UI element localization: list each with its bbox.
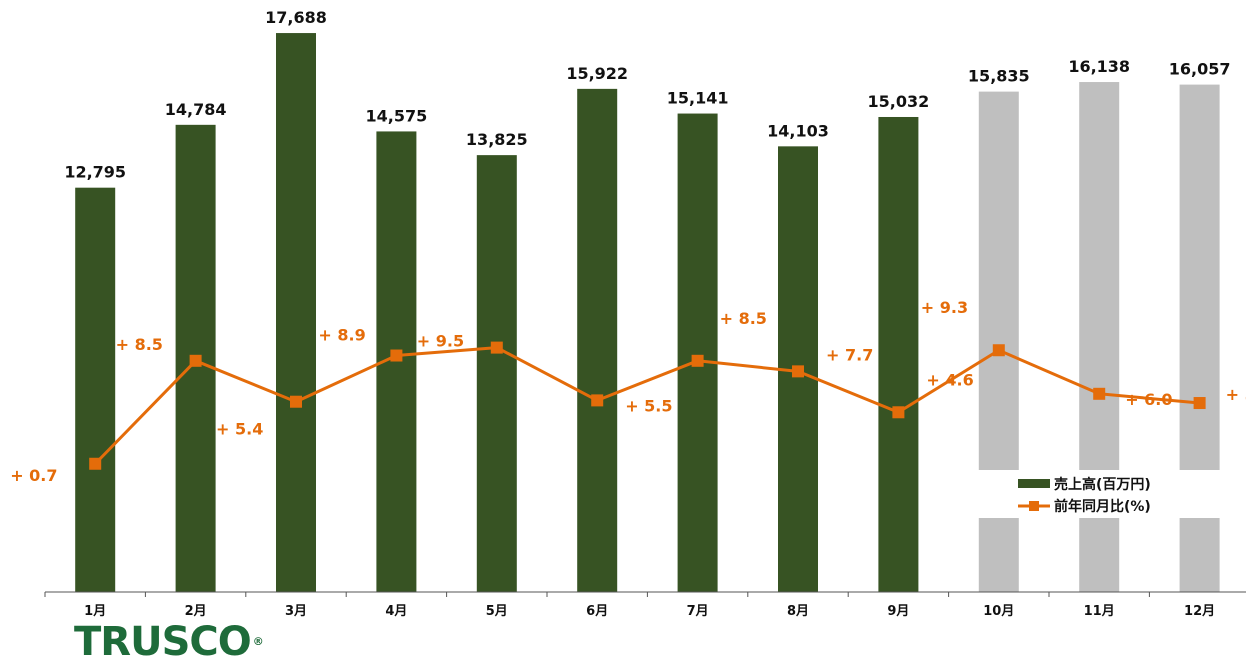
yoy-marker-5 [491,342,503,354]
bar-7 [678,114,718,592]
bar-value-labels: 12,795 14,784 17,688 14,575 13,825 15,922 15,1… [64,8,1230,182]
yoy-marker-11 [1093,388,1105,400]
yoy-value-label-11: + 6.0 [1125,390,1172,409]
bar-value-label-4: 14,575 [366,106,428,125]
yoy-marker-1 [89,458,101,470]
x-tick-label-1: 1月 [84,604,106,619]
yoy-value-label-7: + 8.5 [720,309,767,328]
bar-1 [75,188,115,592]
x-axis-ticks: 1月 2月 3月 4月 5月 6月 7月 8月 9月 10月 11月 12月 [45,592,1246,619]
bar-value-label-8: 14,103 [767,121,829,140]
x-tick-label-2: 2月 [185,604,207,619]
bar-value-label-3: 17,688 [265,8,327,27]
yoy-marker-10 [993,344,1005,356]
logo-text: TRUSCO [74,619,251,665]
bar-value-label-6: 15,922 [566,64,628,83]
yoy-marker-9 [892,406,904,418]
yoy-value-label-3: + 5.4 [216,420,263,439]
yoy-value-label-6: + 5.5 [625,396,672,415]
legend-line-label: 前年同月比(%) [1054,498,1151,515]
bar-value-label-5: 13,825 [466,130,528,149]
bar-9 [878,117,918,592]
legend-bar-label: 売上高(百万円) [1054,476,1151,493]
yoy-marker-4 [390,350,402,362]
x-tick-label-10: 10月 [983,604,1014,619]
bar-value-label-11: 16,138 [1068,57,1130,76]
x-tick-label-3: 3月 [285,604,307,619]
bar-5 [477,155,517,592]
x-tick-label-11: 11月 [1084,604,1115,619]
yoy-value-label-8: + 7.7 [826,345,873,364]
x-tick-label-12: 12月 [1184,604,1215,619]
yoy-marker-2 [190,355,202,367]
trusco-logo: TRUSCO ® [74,620,264,664]
yoy-marker-12 [1194,397,1206,409]
x-tick-label-5: 5月 [486,604,508,619]
x-tick-label-9: 9月 [887,604,909,619]
legend: 売上高(百万円) 前年同月比(%) [960,470,1246,518]
yoy-value-label-10: + 9.3 [921,298,968,317]
x-tick-label-8: 8月 [787,604,809,619]
yoy-marker-7 [692,355,704,367]
yoy-marker-8 [792,365,804,377]
bar-value-label-12: 16,057 [1169,60,1231,79]
bar-value-label-7: 15,141 [667,89,729,108]
legend-bar-swatch [1018,479,1050,488]
x-tick-label-7: 7月 [687,604,709,619]
yoy-marker-6 [591,394,603,406]
x-tick-label-6: 6月 [586,604,608,619]
yoy-value-label-4: + 8.9 [318,326,365,345]
bar-6 [577,89,617,592]
yoy-marker-3 [290,396,302,408]
bar-3 [276,33,316,592]
bar-value-label-10: 15,835 [968,67,1030,86]
yoy-value-label-9: + 4.6 [926,370,973,389]
yoy-value-label-5: + 9.5 [417,332,464,351]
bar-value-label-9: 15,032 [868,92,930,111]
bar-value-label-2: 14,784 [165,100,227,119]
yoy-value-label-1: + 0.7 [10,466,57,485]
x-tick-label-4: 4月 [385,604,407,619]
bar-value-label-1: 12,795 [64,163,126,182]
yoy-value-label-2: + 8.5 [116,335,163,354]
yoy-value-label-12: + 5.3 [1226,385,1246,404]
registered-mark: ® [253,635,264,648]
legend-line-marker [1029,501,1039,511]
